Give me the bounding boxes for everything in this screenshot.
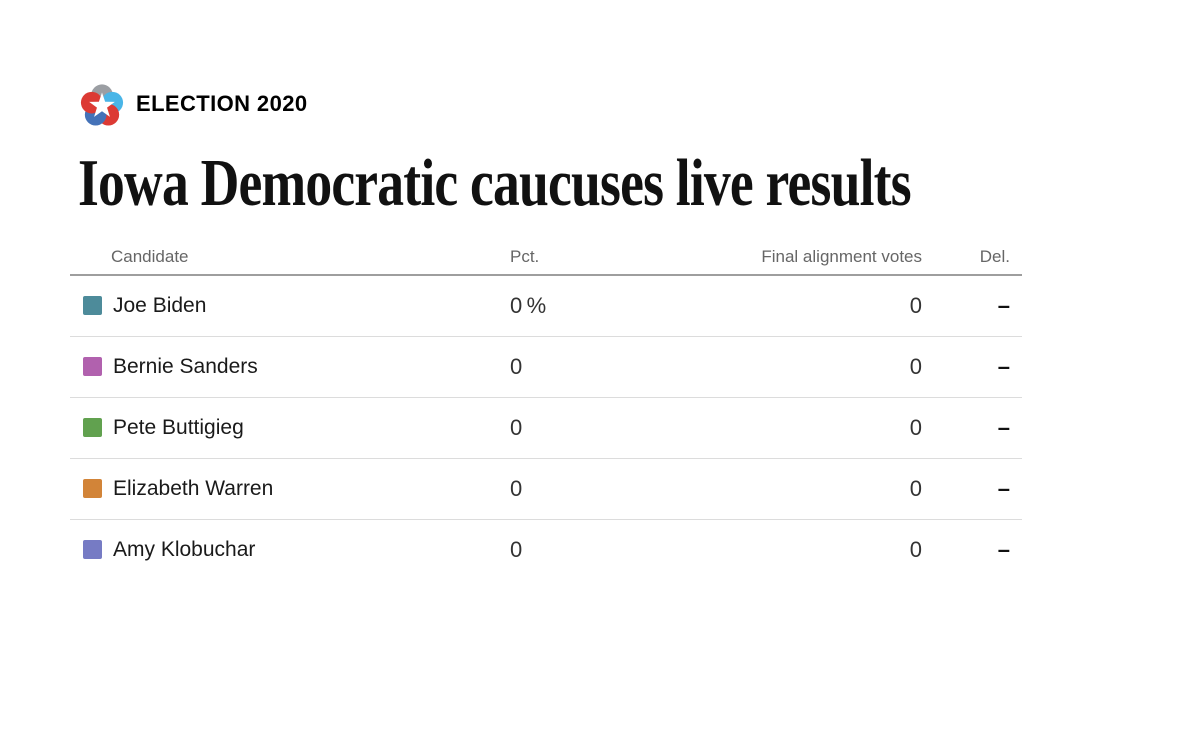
column-header-del: Del. — [979, 246, 1010, 266]
table-row: Pete Buttigieg 0 0 – — [70, 398, 1022, 459]
table-row: Joe Biden 0 % 0 – — [70, 276, 1022, 337]
final-alignment-votes-value: 0 — [909, 292, 922, 318]
candidate-name: Amy Klobuchar — [113, 537, 256, 561]
delegates-value: – — [997, 292, 1010, 318]
final-alignment-votes-value: 0 — [909, 353, 922, 379]
candidate-color-swatch — [83, 357, 102, 377]
column-header-candidate: Candidate — [111, 246, 189, 266]
candidate-color-swatch — [83, 296, 102, 316]
table-row: Elizabeth Warren 0 0 – — [70, 459, 1022, 520]
column-header-final-alignment-votes: Final alignment votes — [761, 246, 922, 266]
delegates-value: – — [997, 536, 1010, 562]
candidate-color-swatch — [83, 540, 102, 560]
candidate-color-swatch — [83, 418, 102, 438]
table-body: Joe Biden 0 % 0 – Bernie Sanders 0 0 – P… — [70, 276, 1022, 580]
table-row: Amy Klobuchar 0 0 – — [70, 520, 1022, 580]
pct-value: 0 % — [510, 292, 547, 318]
candidate-name: Elizabeth Warren — [113, 476, 274, 500]
column-header-pct: Pct. — [510, 246, 540, 266]
candidate-cell: Joe Biden — [70, 294, 510, 318]
final-alignment-votes-value: 0 — [909, 536, 922, 562]
delegates-value: – — [997, 475, 1010, 501]
final-alignment-votes-value: 0 — [909, 475, 922, 501]
candidate-name: Pete Buttigieg — [113, 415, 244, 439]
candidate-cell: Amy Klobuchar — [70, 538, 510, 562]
pct-value: 0 — [510, 414, 523, 440]
pct-value: 0 — [510, 353, 523, 379]
candidate-name: Joe Biden — [113, 293, 207, 317]
pct-value: 0 — [510, 536, 523, 562]
delegates-value: – — [997, 353, 1010, 379]
candidate-cell: Elizabeth Warren — [70, 477, 510, 501]
candidate-color-swatch — [83, 479, 102, 499]
delegates-value: – — [997, 414, 1010, 440]
pct-value: 0 — [510, 475, 523, 501]
election-star-flower-logo-icon — [78, 80, 126, 128]
page-title: Iowa Democratic caucuses live results — [78, 146, 912, 220]
final-alignment-votes-value: 0 — [909, 414, 922, 440]
candidate-cell: Bernie Sanders — [70, 355, 510, 379]
election-2020-label: ELECTION 2020 — [136, 91, 308, 116]
table-header-row: Candidate Pct. Final alignment votes Del… — [70, 246, 1022, 276]
candidate-cell: Pete Buttigieg — [70, 416, 510, 440]
results-table: Candidate Pct. Final alignment votes Del… — [70, 246, 1022, 580]
election-2020-badge: ELECTION 2020 — [78, 80, 1200, 128]
candidate-name: Bernie Sanders — [113, 354, 258, 378]
page: ELECTION 2020 Iowa Democratic caucuses l… — [0, 80, 1200, 580]
table-row: Bernie Sanders 0 0 – — [70, 337, 1022, 398]
